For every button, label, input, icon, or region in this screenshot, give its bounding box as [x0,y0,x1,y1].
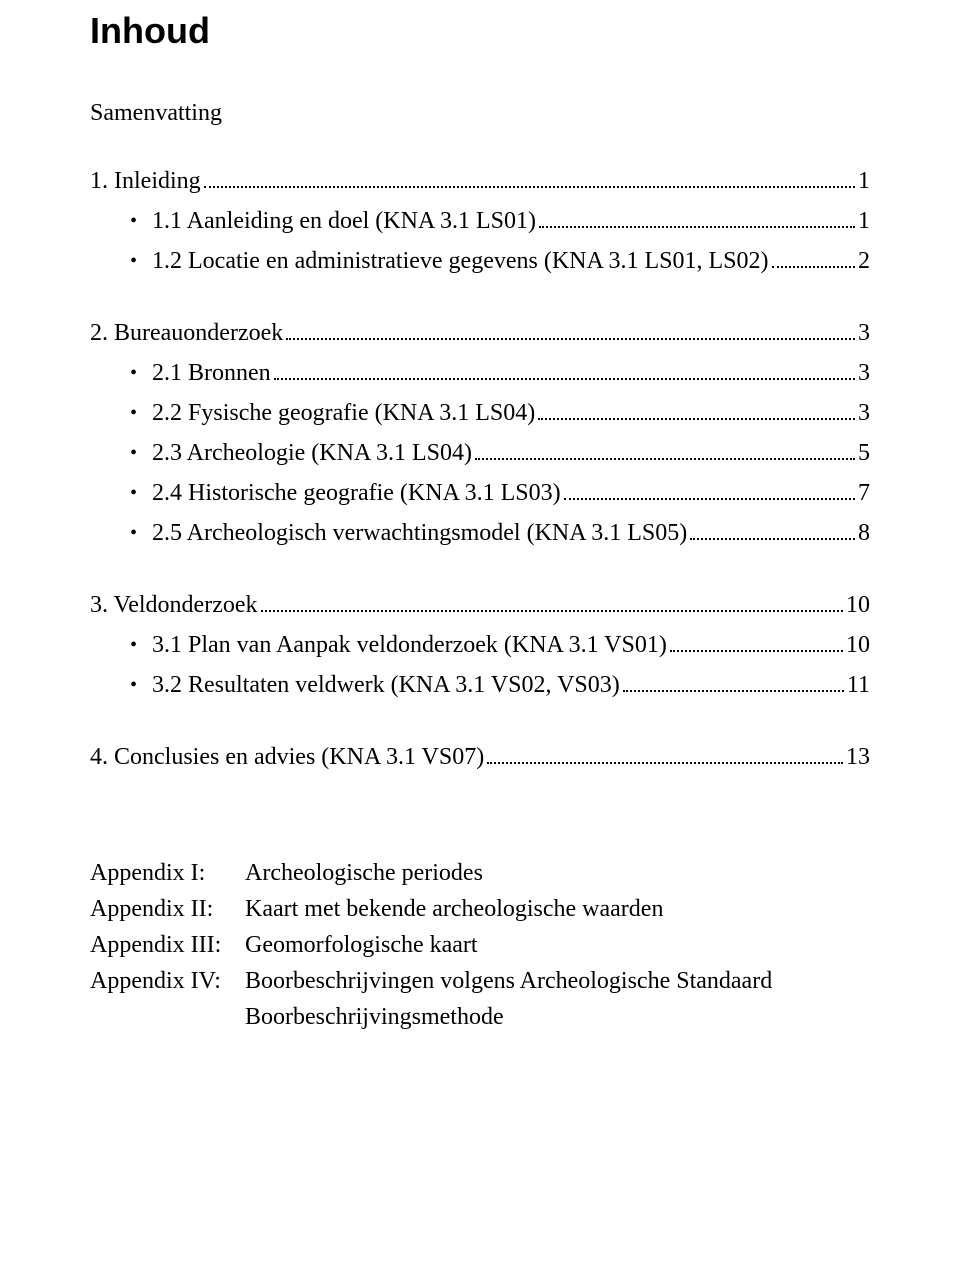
appendix-text: Archeologische periodes [245,855,870,891]
appendix-continuation: Boorbeschrijvingsmethode [245,999,870,1035]
dot-leader [623,690,844,692]
document-page: Inhoud Samenvatting 1. Inleiding1•1.1 Aa… [0,0,960,1284]
toc-page-number: 2 [858,243,870,279]
toc-page-number: 1 [858,203,870,239]
toc-label: 2.2 Fysische geografie (KNA 3.1 LS04) [152,395,535,431]
appendix-entry: Appendix IV:Boorbeschrijvingen volgens A… [90,963,870,999]
toc-page-number: 3 [858,395,870,431]
toc-label: 4. Conclusies en advies (KNA 3.1 VS07) [90,739,484,775]
dot-leader [538,418,855,420]
toc-label: 2. Bureauonderzoek [90,315,283,351]
dot-leader [670,650,843,652]
toc-entry: •2.1 Bronnen 3 [90,355,870,391]
toc-page-number: 5 [858,435,870,471]
appendix-text: Geomorfologische kaart [245,927,870,963]
dot-leader [475,458,855,460]
appendix-entry: Appendix III:Geomorfologische kaart [90,927,870,963]
dot-leader [286,338,855,340]
summary-heading: Samenvatting [90,100,870,127]
toc-page-number: 10 [846,587,870,623]
toc-label: 2.3 Archeologie (KNA 3.1 LS04) [152,435,472,471]
bullet-icon: • [130,246,152,276]
toc-entry: 3. Veldonderzoek 10 [90,587,870,623]
appendix-label: Appendix II: [90,891,245,927]
toc-label: 2.4 Historische geografie (KNA 3.1 LS03) [152,475,561,511]
bullet-icon: • [130,358,152,388]
toc-entry: •1.2 Locatie en administratieve gegevens… [90,243,870,279]
toc-page-number: 11 [847,667,870,703]
toc-page-number: 10 [846,627,870,663]
appendix-label: Appendix III: [90,927,245,963]
table-of-contents: 1. Inleiding1•1.1 Aanleiding en doel (KN… [90,163,870,775]
toc-label: 2.5 Archeologisch verwachtingsmodel (KNA… [152,515,687,551]
toc-page-number: 13 [846,739,870,775]
toc-page-number: 3 [858,355,870,391]
toc-entry: •3.1 Plan van Aanpak veldonderzoek (KNA … [90,627,870,663]
dot-leader [204,186,855,188]
toc-label: 2.1 Bronnen [152,355,271,391]
page-title: Inhoud [90,10,870,52]
toc-label: 1. Inleiding [90,163,201,199]
toc-label: 3. Veldonderzoek [90,587,258,623]
toc-entry: •1.1 Aanleiding en doel (KNA 3.1 LS01) 1 [90,203,870,239]
appendix-text: Kaart met bekende archeologische waarden [245,891,870,927]
toc-page-number: 1 [858,163,870,199]
bullet-icon: • [130,670,152,700]
toc-entry: 4. Conclusies en advies (KNA 3.1 VS07) 13 [90,739,870,775]
toc-entry: •3.2 Resultaten veldwerk (KNA 3.1 VS02, … [90,667,870,703]
toc-entry: •2.2 Fysische geografie (KNA 3.1 LS04) 3 [90,395,870,431]
dot-leader [564,498,855,500]
toc-page-number: 8 [858,515,870,551]
dot-leader [539,226,855,228]
toc-entry: 1. Inleiding 1 [90,163,870,199]
toc-entry: •2.3 Archeologie (KNA 3.1 LS04) 5 [90,435,870,471]
dot-leader [274,378,855,380]
toc-label: 1.1 Aanleiding en doel (KNA 3.1 LS01) [152,203,536,239]
toc-label: 1.2 Locatie en administratieve gegevens … [152,243,769,279]
bullet-icon: • [130,206,152,236]
toc-label: 3.2 Resultaten veldwerk (KNA 3.1 VS02, V… [152,667,620,703]
bullet-icon: • [130,398,152,428]
bullet-icon: • [130,518,152,548]
bullet-icon: • [130,438,152,468]
toc-page-number: 7 [858,475,870,511]
appendix-entry: Appendix I:Archeologische periodes [90,855,870,891]
toc-label: 3.1 Plan van Aanpak veldonderzoek (KNA 3… [152,627,667,663]
appendix-label: Appendix IV: [90,963,245,999]
dot-leader [690,538,855,540]
toc-entry: •2.4 Historische geografie (KNA 3.1 LS03… [90,475,870,511]
toc-entry: •2.5 Archeologisch verwachtingsmodel (KN… [90,515,870,551]
dot-leader [772,266,855,268]
appendix-label: Appendix I: [90,855,245,891]
appendix-text: Boorbeschrijvingen volgens Archeologisch… [245,963,870,999]
dot-leader [261,610,843,612]
toc-entry: 2. Bureauonderzoek 3 [90,315,870,351]
bullet-icon: • [130,478,152,508]
bullet-icon: • [130,630,152,660]
appendix-list: Appendix I:Archeologische periodesAppend… [90,855,870,1035]
appendix-entry: Appendix II:Kaart met bekende archeologi… [90,891,870,927]
toc-page-number: 3 [858,315,870,351]
dot-leader [487,762,843,764]
